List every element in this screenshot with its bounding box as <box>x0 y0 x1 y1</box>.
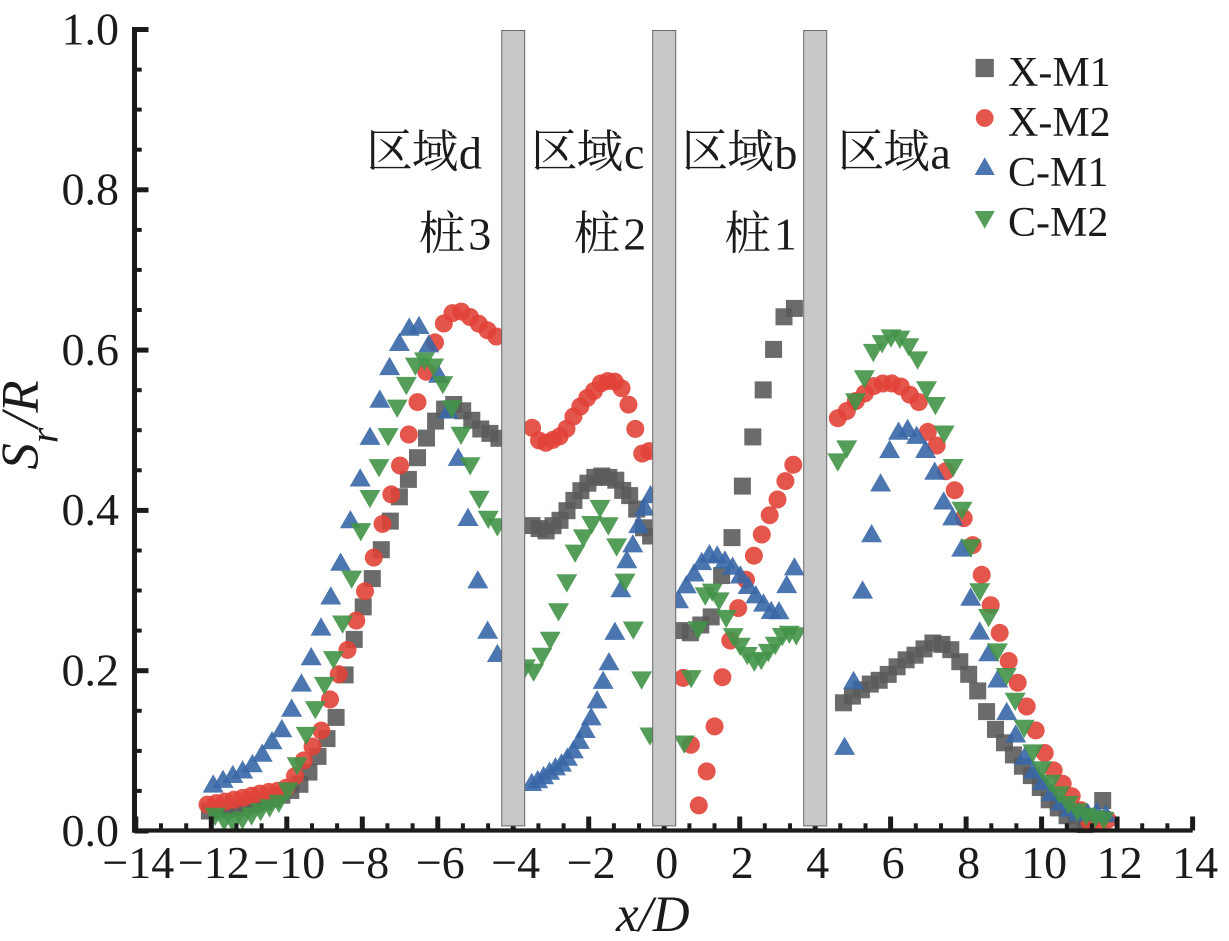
svg-text:−10: −10 <box>253 837 325 888</box>
svg-text:C-M1: C-M1 <box>1008 150 1108 196</box>
svg-text:X-M1: X-M1 <box>1008 50 1111 96</box>
svg-text:2: 2 <box>623 208 646 259</box>
svg-text:0.4: 0.4 <box>62 484 120 535</box>
svg-text:−4: −4 <box>491 837 540 888</box>
svg-text:8: 8 <box>957 837 980 888</box>
svg-text:1: 1 <box>774 208 797 259</box>
svg-text:3: 3 <box>468 208 491 259</box>
svg-text:−8: −8 <box>340 837 389 888</box>
svg-text:−12: −12 <box>178 837 250 888</box>
svg-text:0: 0 <box>655 837 678 888</box>
svg-text:0.2: 0.2 <box>62 645 120 696</box>
svg-text:0.6: 0.6 <box>62 324 120 375</box>
svg-text:6: 6 <box>882 837 905 888</box>
svg-text:−6: −6 <box>416 837 465 888</box>
svg-text:C-M2: C-M2 <box>1008 200 1108 246</box>
svg-text:0.0: 0.0 <box>62 805 120 856</box>
svg-text:10: 10 <box>1021 837 1067 888</box>
svg-text:a: a <box>930 127 950 178</box>
svg-text:c: c <box>624 127 644 178</box>
svg-text:14: 14 <box>1172 837 1218 888</box>
svg-text:b: b <box>774 127 797 178</box>
svg-text:X-M2: X-M2 <box>1008 100 1111 146</box>
svg-text:−14: −14 <box>102 837 174 888</box>
svg-text:2: 2 <box>731 837 754 888</box>
svg-text:−2: −2 <box>567 837 616 888</box>
svg-text:x/D: x/D <box>615 887 690 941</box>
svg-text:d: d <box>459 127 482 178</box>
svg-text:12: 12 <box>1097 837 1143 888</box>
svg-text:4: 4 <box>806 837 829 888</box>
svg-text:0.8: 0.8 <box>62 164 120 215</box>
svg-text:1.0: 1.0 <box>62 3 120 54</box>
